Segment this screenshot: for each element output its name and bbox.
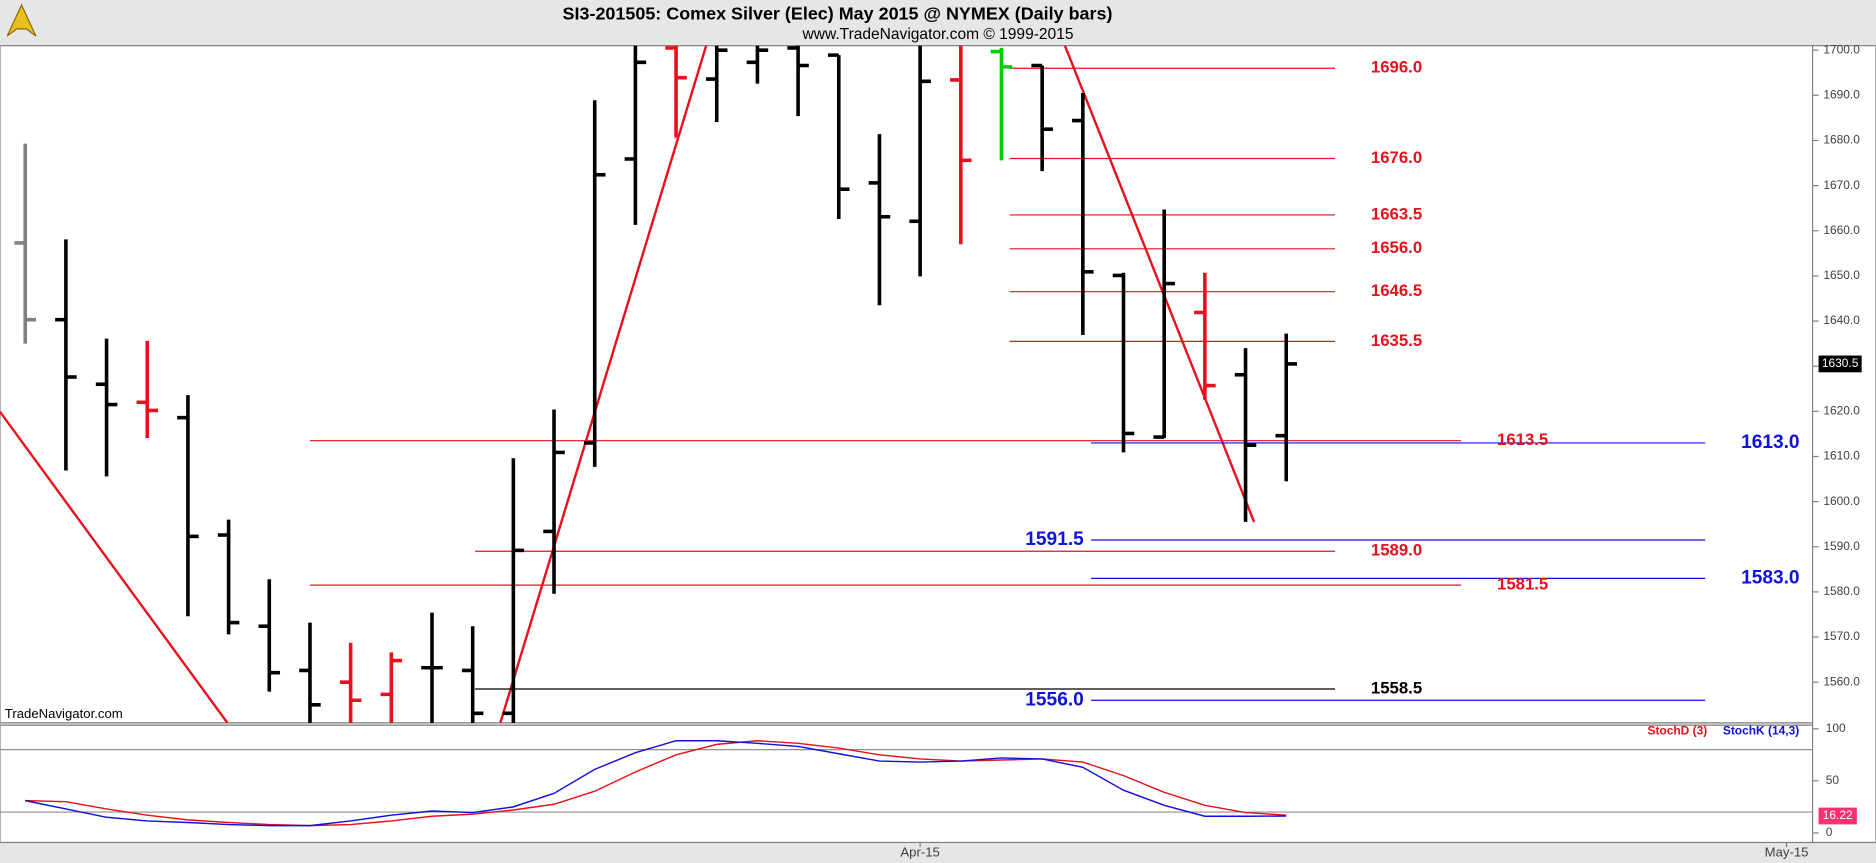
legend-entry: StochK (14,3) <box>1723 723 1799 737</box>
watermark: TradeNavigator.com <box>5 706 123 721</box>
y-tick-label: 1600.0 <box>1823 494 1860 508</box>
y-tick-label: 1700.0 <box>1823 42 1860 56</box>
level-label: 1676.0 <box>1371 148 1422 167</box>
y-tick-label: 1690.0 <box>1823 87 1860 101</box>
level-label: 1558.5 <box>1371 678 1422 697</box>
level-label: 1591.5 <box>1025 529 1084 550</box>
x-tick-label: May-15 <box>1765 845 1809 860</box>
stoch-line <box>25 740 1287 827</box>
price-pane <box>0 45 1814 724</box>
level-label: 1581.5 <box>1497 575 1548 594</box>
last-value-box <box>1818 807 1857 825</box>
level-label: 1613.5 <box>1497 430 1548 449</box>
y-tick-label: 0 <box>1826 825 1833 839</box>
trend-line <box>499 45 708 723</box>
last-value: 16.22 <box>1823 808 1853 822</box>
level-label: 1556.0 <box>1025 689 1084 710</box>
stoch-plot <box>0 740 1813 827</box>
y-tick-label: 1650.0 <box>1823 268 1860 282</box>
y-tick-label: 1560.0 <box>1823 674 1860 688</box>
level-label: 1613.0 <box>1741 432 1800 453</box>
y-tick-label: 1580.0 <box>1823 584 1860 598</box>
y-tick-label: 1660.0 <box>1823 223 1860 237</box>
legend-entry: StochD (3) <box>1647 723 1707 737</box>
y-tick-label: 1670.0 <box>1823 178 1860 192</box>
y-tick-label: 1570.0 <box>1823 629 1860 643</box>
level-label: 1696.0 <box>1371 58 1422 77</box>
stoch-pane <box>0 724 1814 844</box>
y-tick-label: 1640.0 <box>1823 313 1860 327</box>
level-label: 1663.5 <box>1371 204 1422 223</box>
y-tick-label: 1610.0 <box>1823 449 1860 463</box>
price-plot <box>0 45 1706 723</box>
level-label: 1589.0 <box>1371 541 1422 560</box>
chart-subtitle: www.TradeNavigator.com © 1999-2015 <box>802 26 1074 43</box>
level-label: 1646.5 <box>1371 281 1422 300</box>
y-tick-label: 1620.0 <box>1823 403 1860 417</box>
level-label: 1635.5 <box>1371 331 1422 350</box>
overlay: 1560.0 1570.0 1580.0 1590.0 1600.0 1610.0 1620… <box>900 42 1862 860</box>
y-tick-label: 1590.0 <box>1823 539 1860 553</box>
level-label: 1583.0 <box>1741 567 1800 588</box>
x-tick-label: Apr-15 <box>900 845 940 860</box>
last-price: 1630.5 <box>1822 356 1859 370</box>
trend-line <box>0 411 229 723</box>
stoch-line <box>25 740 1287 827</box>
y-tick-label: 100 <box>1826 721 1846 735</box>
y-tick-label: 1680.0 <box>1823 133 1860 147</box>
last-price-box <box>1818 355 1862 373</box>
logo <box>6 3 37 37</box>
y-tick-label: 50 <box>1826 773 1840 787</box>
chart-title: SI3-201505: Comex Silver (Elec) May 2015… <box>563 3 1113 23</box>
level-label: 1656.0 <box>1371 238 1422 257</box>
value-axis <box>1811 45 1876 844</box>
